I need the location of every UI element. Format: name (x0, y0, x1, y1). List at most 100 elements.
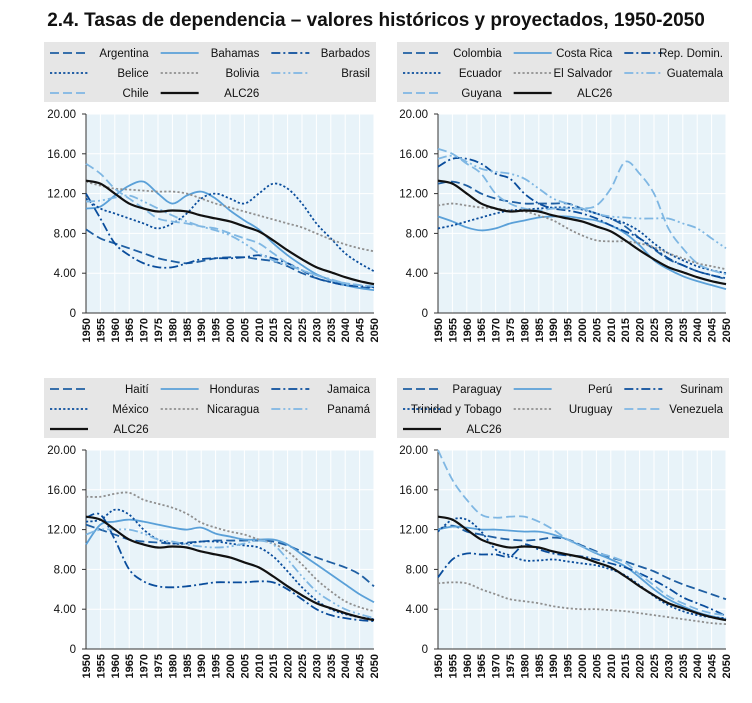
legend-background (44, 42, 376, 102)
chart-panel-2: Colombia Costa Rica Rep. Domin. Ecuador El S… (397, 42, 733, 342)
y-tick-label: 8.00 (406, 564, 428, 576)
x-tick-label: 2010 (606, 654, 618, 678)
legend-label: ALC26 (577, 88, 612, 100)
legend-label: Perú (588, 384, 612, 396)
x-tick-label: 2025 (649, 318, 661, 342)
legend-label: Surinam (680, 384, 723, 396)
y-tick-label: 4.00 (54, 268, 76, 280)
y-tick-label: 0 (422, 644, 428, 656)
legend-label: ALC26 (224, 88, 259, 100)
legend-label: Honduras (209, 384, 259, 396)
legend-item-mexico: México (50, 404, 149, 416)
series-line-jamaica (85, 512, 375, 623)
x-tick-label: 2045 (707, 318, 719, 342)
plot-area: 0 4.00 8.00 12.00 16.00 20.00 1950 1955 1960 1965… (399, 445, 733, 678)
legend-item-bahamas: Bahamas (160, 48, 260, 60)
legend-item-jamaica: Jamaica (271, 384, 371, 396)
legend-label: Barbados (321, 48, 370, 60)
x-tick-label: 2005 (591, 654, 603, 678)
legend-item-nicaragua: Nicaragua (160, 404, 260, 416)
x-tick-label: 1985 (182, 318, 194, 342)
y-tick-label: 4.00 (406, 268, 428, 280)
y-tick-label: 16.00 (47, 485, 76, 497)
x-tick-label: 2015 (268, 654, 280, 678)
x-tick-label: 1990 (548, 318, 560, 342)
x-tick-label: 2030 (311, 318, 323, 342)
x-tick-label: 2030 (311, 654, 323, 678)
series-line-uruguay (437, 581, 727, 626)
legend-background (397, 378, 729, 438)
x-tick-label: 1990 (196, 318, 208, 342)
x-tick-label: 1980 (519, 318, 531, 342)
x-tick-label: 2030 (663, 318, 675, 342)
y-tick-label: 12.00 (399, 525, 428, 537)
x-tick-label: 1995 (563, 654, 575, 678)
legend-label: Brasil (341, 68, 370, 80)
legend-item-peru: Perú (513, 384, 612, 396)
x-tick-label: 2005 (591, 318, 603, 342)
y-tick-label: 16.00 (399, 149, 428, 161)
legend-item-paraguay: Paraguay (403, 384, 502, 396)
x-tick-label: 2035 (678, 654, 690, 678)
series-line-alc26 (85, 515, 375, 622)
x-tick-label: 1970 (491, 318, 503, 342)
legend-item-alc26: ALC26 (513, 88, 612, 100)
legend-item-alc26: ALC26 (403, 424, 502, 436)
series-line-bolivia (85, 180, 375, 253)
x-tick-label: 1960 (110, 318, 122, 342)
series-line-bahamas (85, 180, 375, 292)
legend-label: Haití (125, 384, 149, 396)
legend-label: Argentina (99, 48, 149, 60)
legend-label: Ecuador (459, 68, 502, 80)
series-line-el-salvador (437, 202, 727, 271)
series-line-honduras (85, 518, 375, 604)
x-tick-label: 2040 (692, 654, 704, 678)
legend-item-alc26: ALC26 (50, 424, 149, 436)
legend-label: Nicaragua (207, 404, 260, 416)
x-tick-label: 2040 (692, 318, 704, 342)
x-tick-label: 2020 (283, 654, 295, 678)
series-line-costa-rica (437, 215, 727, 290)
y-tick-label: 16.00 (47, 149, 76, 161)
x-tick-label: 1965 (476, 654, 488, 678)
legend-item-guyana: Guyana (403, 88, 502, 100)
legend-label: Uruguay (569, 404, 613, 416)
legend-item-trinidad-y-tobago: Trinidad y Tobago (403, 404, 502, 416)
legend-item-haiti: Haití (50, 384, 149, 396)
x-tick-label: 2050 (721, 318, 733, 342)
x-tick-label: 2035 (326, 318, 338, 342)
y-tick-label: 8.00 (406, 228, 428, 240)
x-tick-label: 1990 (548, 654, 560, 678)
legend-label: Belice (117, 68, 148, 80)
x-tick-label: 1970 (139, 318, 151, 342)
x-tick-label: 2000 (577, 654, 589, 678)
legend-label: Chile (122, 88, 148, 100)
x-tick-label: 2000 (225, 654, 237, 678)
legend-item-brasil: Brasil (271, 68, 370, 80)
x-tick-label: 1955 (447, 654, 459, 678)
x-tick-label: 2040 (340, 654, 352, 678)
x-tick-label: 2040 (340, 318, 352, 342)
x-tick-label: 1975 (153, 318, 165, 342)
legend-label: Costa Rica (556, 48, 613, 60)
y-tick-label: 20.00 (399, 109, 428, 121)
legend-label: Guatemala (667, 68, 724, 80)
series-line-alc26 (437, 179, 727, 286)
legend-label: Bahamas (211, 48, 260, 60)
legend-item-ecuador: Ecuador (403, 68, 502, 80)
x-tick-label: 1975 (505, 318, 517, 342)
series-line-rep-domin (437, 157, 727, 280)
x-tick-label: 2020 (635, 654, 647, 678)
legend-label: Panamá (327, 404, 370, 416)
x-tick-label: 2020 (283, 318, 295, 342)
legend-label: Rep. Domin. (659, 48, 723, 60)
legend-label: Venezuela (669, 404, 723, 416)
y-tick-label: 12.00 (47, 525, 76, 537)
x-tick-label: 2025 (297, 654, 309, 678)
x-tick-label: 1950 (81, 654, 93, 678)
x-tick-label: 2045 (355, 318, 367, 342)
y-tick-label: 12.00 (47, 189, 76, 201)
y-tick-label: 0 (70, 644, 76, 656)
x-tick-label: 2020 (635, 318, 647, 342)
